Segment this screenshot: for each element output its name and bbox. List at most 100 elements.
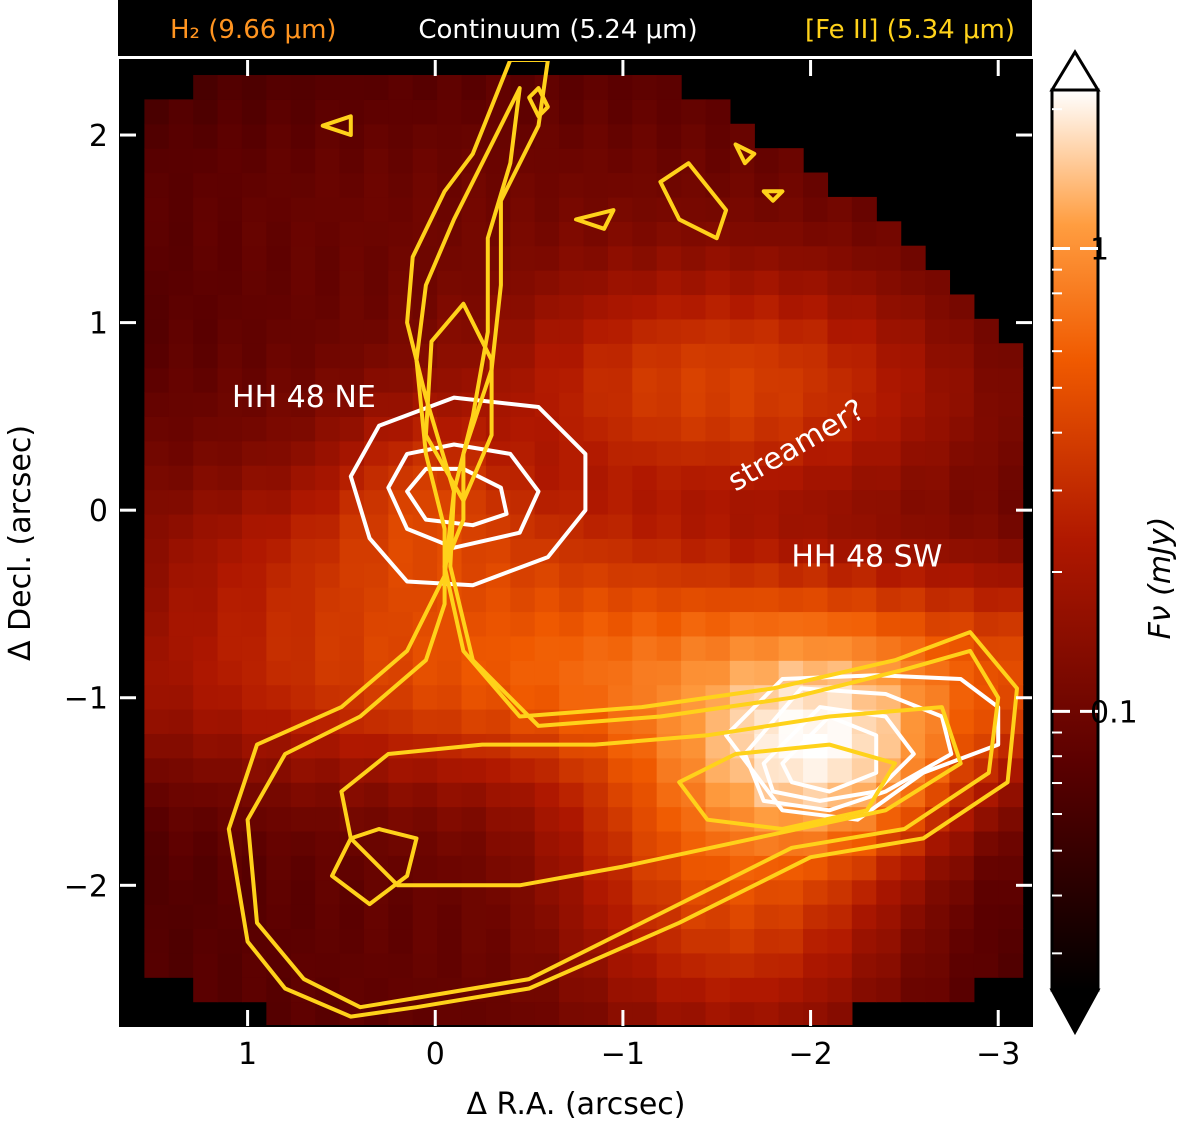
heatmap-pixel-231 xyxy=(290,855,316,881)
heatmap-pixel-341 xyxy=(339,75,365,100)
heatmap-pixel-15 xyxy=(144,587,170,613)
heatmap-pixel-1061 xyxy=(803,343,829,369)
heatmap-pixel-1232 xyxy=(949,904,975,930)
heatmap-pixel-375 xyxy=(363,196,389,222)
heatmap-pixel-901 xyxy=(705,660,731,686)
heatmap-pixel-515 xyxy=(461,587,487,613)
heatmap-pixel-694 xyxy=(583,977,609,1003)
heatmap-pixel-24 xyxy=(144,367,170,393)
heatmap-pixel-299 xyxy=(315,148,341,174)
heatmap-pixel-136 xyxy=(217,343,243,369)
heatmap-pixel-720 xyxy=(583,343,609,369)
heatmap-pixel-241 xyxy=(290,611,316,637)
heatmap-pixel-662 xyxy=(559,806,585,832)
heatmap-pixel-759 xyxy=(607,343,633,369)
heatmap-pixel-143 xyxy=(217,172,243,198)
heatmap-pixel-1289 xyxy=(998,855,1024,881)
heatmap-pixel-929 xyxy=(729,904,755,930)
heatmap-pixel-419 xyxy=(388,75,414,100)
heatmap-pixel-1100 xyxy=(827,245,853,271)
heatmap-pixel-1102 xyxy=(827,196,853,222)
heatmap-pixel-544 xyxy=(485,830,511,856)
x-tick-label-1: 0 xyxy=(426,1037,445,1072)
heatmap-pixel-955 xyxy=(729,270,755,296)
heatmap-pixel-927 xyxy=(729,952,755,978)
heatmap-pixel-655 xyxy=(559,977,585,1003)
heatmap-pixel-1164 xyxy=(876,294,902,320)
heatmap-pixel-1188 xyxy=(900,489,926,515)
heatmap-pixel-641 xyxy=(534,367,560,393)
heatmap-pixel-69 xyxy=(168,148,194,174)
heatmap-pixel-283 xyxy=(315,538,341,564)
heatmap-pixel-888 xyxy=(705,977,731,1003)
heatmap-pixel-941 xyxy=(729,611,755,637)
heatmap-pixel-531 xyxy=(461,196,487,222)
heatmap-pixel-210 xyxy=(266,416,292,442)
heatmap-pixel-58 xyxy=(168,416,194,442)
heatmap-pixel-277 xyxy=(315,684,341,710)
heatmap-pixel-1170 xyxy=(900,928,926,954)
heatmap-pixel-782 xyxy=(632,733,658,759)
heatmap-pixel-924 xyxy=(705,99,731,125)
heatmap-pixel-825 xyxy=(656,635,682,661)
heatmap-pixel-755 xyxy=(607,440,633,466)
heatmap-pixel-160 xyxy=(241,684,267,710)
heatmap-pixel-288 xyxy=(315,416,341,442)
heatmap-pixel-1194 xyxy=(900,343,926,369)
heatmap-pixel-985 xyxy=(754,440,780,466)
heatmap-pixel-852 xyxy=(681,928,707,954)
heatmap-pixel-1049 xyxy=(803,635,829,661)
heatmap-pixel-1073 xyxy=(827,904,853,930)
heatmap-pixel-350 xyxy=(363,806,389,832)
heatmap-pixel-543 xyxy=(485,855,511,881)
heatmap-pixel-105 xyxy=(193,172,219,198)
heatmap-pixel-305 xyxy=(339,952,365,978)
heatmap-pixel-1230 xyxy=(949,952,975,978)
heatmap-pixel-982 xyxy=(754,513,780,539)
heatmap-pixel-609 xyxy=(510,196,536,222)
heatmap-pixel-1104 xyxy=(851,952,877,978)
heatmap-pixel-800 xyxy=(632,294,658,320)
heatmap-pixel-397 xyxy=(388,611,414,637)
heatmap-pixel-691 xyxy=(559,99,585,125)
heatmap-pixel-385 xyxy=(388,904,414,930)
heatmap-pixel-1222 xyxy=(925,416,951,442)
heatmap-pixel-148 xyxy=(241,977,267,1003)
heatmap-pixel-693 xyxy=(583,1001,609,1026)
x-tick-label-2: −1 xyxy=(601,1037,645,1072)
heatmap-pixel-629 xyxy=(534,660,560,686)
heatmap-pixel-329 xyxy=(339,367,365,393)
heatmap-pixel-1000 xyxy=(778,952,804,978)
heatmap-pixel-371 xyxy=(363,294,389,320)
heatmap-pixel-1037 xyxy=(803,928,829,954)
heatmap-pixel-250 xyxy=(290,392,316,417)
heatmap-pixel-1068 xyxy=(803,172,829,198)
heatmap-pixel-1051 xyxy=(803,587,829,613)
heatmap-pixel-506 xyxy=(461,806,487,832)
heatmap-pixel-1060 xyxy=(803,367,829,393)
heatmap-pixel-429 xyxy=(412,782,438,808)
heatmap-pixel-811 xyxy=(656,977,682,1003)
heatmap-pixel-309 xyxy=(339,855,365,881)
heatmap-pixel-1201 xyxy=(925,928,951,954)
heatmap-pixel-1131 xyxy=(851,294,877,320)
heatmap-pixel-1105 xyxy=(851,928,877,954)
heatmap-pixel-756 xyxy=(607,416,633,442)
heatmap-pixel-1228 xyxy=(925,270,951,296)
heatmap-pixel-933 xyxy=(729,806,755,832)
heatmap-pixel-1092 xyxy=(827,440,853,466)
heatmap-pixel-1095 xyxy=(827,367,853,393)
heatmap-pixel-322 xyxy=(339,538,365,564)
heatmap-pixel-9 xyxy=(144,733,170,759)
heatmap-pixel-1026 xyxy=(778,318,804,344)
heatmap-pixel-256 xyxy=(290,245,316,271)
heatmap-pixel-703 xyxy=(583,757,609,783)
heatmap-pixel-465 xyxy=(437,855,463,881)
heatmap-pixel-1062 xyxy=(803,318,829,344)
heatmap-pixel-1123 xyxy=(851,489,877,515)
heatmap-pixel-30 xyxy=(144,221,170,247)
heatmap-pixel-1135 xyxy=(851,196,877,222)
heatmap-pixel-964 xyxy=(754,952,780,978)
heatmap-pixel-1203 xyxy=(925,879,951,905)
heatmap-pixel-92 xyxy=(193,489,219,515)
